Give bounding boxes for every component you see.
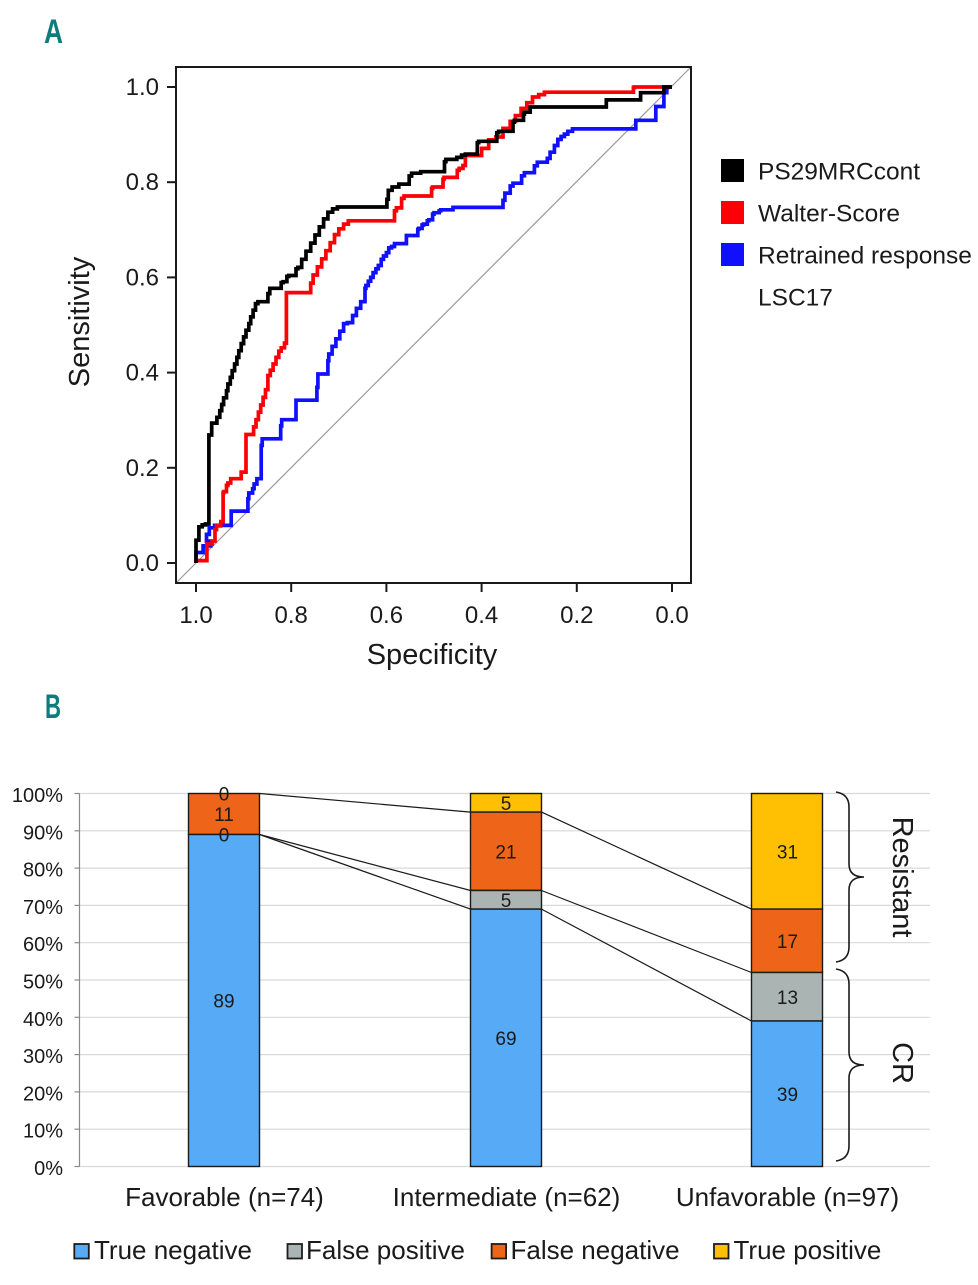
svg-text:A: A (44, 13, 63, 51)
svg-text:0.0: 0.0 (126, 550, 159, 577)
svg-text:0.6: 0.6 (126, 264, 159, 291)
svg-text:5: 5 (501, 794, 512, 815)
svg-text:5: 5 (501, 891, 512, 912)
svg-text:Specificity: Specificity (367, 639, 498, 671)
svg-text:0.4: 0.4 (126, 360, 159, 387)
svg-text:0.4: 0.4 (465, 602, 498, 629)
svg-text:PS29MRCcont: PS29MRCcont (758, 159, 920, 186)
svg-text:0.8: 0.8 (275, 602, 308, 629)
svg-text:False negative: False negative (511, 1235, 680, 1265)
svg-text:0.0: 0.0 (655, 602, 688, 629)
svg-text:70%: 70% (23, 897, 63, 919)
svg-text:0%: 0% (34, 1158, 63, 1180)
svg-text:Intermediate (n=62): Intermediate (n=62) (393, 1182, 621, 1212)
svg-text:0: 0 (219, 785, 230, 806)
svg-text:17: 17 (777, 932, 798, 953)
svg-text:0.2: 0.2 (560, 602, 593, 629)
svg-text:Resistant: Resistant (886, 817, 918, 938)
svg-text:80%: 80% (23, 860, 63, 882)
svg-text:True positive: True positive (734, 1235, 882, 1265)
svg-text:Retrained response: Retrained response (758, 243, 972, 270)
svg-text:40%: 40% (23, 1009, 63, 1031)
svg-text:Sensitivity: Sensitivity (64, 256, 96, 387)
svg-text:89: 89 (213, 992, 234, 1013)
svg-text:31: 31 (777, 842, 798, 863)
svg-text:0.6: 0.6 (370, 602, 403, 629)
svg-text:50%: 50% (23, 972, 63, 994)
svg-text:0.8: 0.8 (126, 169, 159, 196)
svg-text:0: 0 (219, 826, 230, 847)
svg-text:39: 39 (777, 1085, 798, 1106)
svg-text:CR: CR (886, 1042, 918, 1084)
svg-text:10%: 10% (23, 1121, 63, 1143)
svg-text:13: 13 (777, 988, 798, 1009)
svg-text:Unfavorable (n=97): Unfavorable (n=97) (676, 1182, 899, 1212)
svg-text:False positive: False positive (306, 1235, 465, 1265)
svg-text:B: B (45, 688, 61, 726)
svg-text:1.0: 1.0 (126, 74, 159, 101)
svg-text:100%: 100% (12, 785, 63, 807)
svg-text:1.0: 1.0 (179, 602, 212, 629)
svg-text:30%: 30% (23, 1046, 63, 1068)
svg-text:20%: 20% (23, 1083, 63, 1105)
svg-text:69: 69 (495, 1029, 516, 1050)
svg-text:LSC17: LSC17 (758, 285, 833, 312)
svg-text:0.2: 0.2 (126, 455, 159, 482)
svg-text:11: 11 (214, 805, 234, 826)
svg-text:90%: 90% (23, 822, 63, 844)
svg-text:Favorable (n=74): Favorable (n=74) (125, 1182, 324, 1212)
svg-text:21: 21 (495, 842, 516, 863)
svg-text:Walter-Score: Walter-Score (758, 201, 900, 228)
svg-text:True negative: True negative (94, 1235, 252, 1265)
svg-text:60%: 60% (23, 934, 63, 956)
